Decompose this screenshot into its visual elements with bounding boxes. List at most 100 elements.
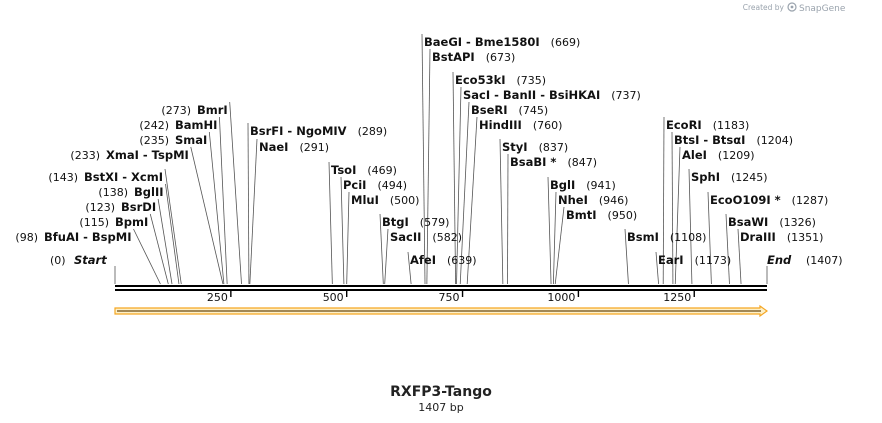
site-name-eco53ki[interactable]: Eco53kI [455,73,506,87]
snapgene-credit: Created by SnapGene [743,2,846,14]
connector-bstapi [426,48,431,285]
site-name-bgli[interactable]: BglI [550,178,575,192]
site-pos-tsoi: (469) [367,164,397,177]
site-name-tsoi[interactable]: TsoI [331,163,356,177]
site-name-bsawi[interactable]: BsaWI [728,215,768,229]
site-name-draiii[interactable]: DraIII [740,230,776,244]
site-name-afei[interactable]: AfeI [410,253,436,267]
connector-mlui [346,191,350,285]
site-name-bmti[interactable]: BmtI [566,208,597,222]
site-name-btsi-bts-i[interactable]: BtsI - BtsαI [674,133,745,147]
site-pos-bsmi: (1108) [670,231,707,244]
connector-ecori [662,116,665,285]
site-name-naei[interactable]: NaeI [259,140,288,154]
site-pos-bpmi: (115) [79,216,109,229]
site-name-btgi[interactable]: BtgI [382,215,409,229]
connector-smai [208,131,225,285]
site-pos-bglii: (138) [98,186,128,199]
connector-bmri [229,101,242,285]
backbone [115,285,767,291]
site-pos-bseri: (745) [519,104,549,117]
site-pos-bsawi: (1326) [779,216,816,229]
site-pos-bsrdi: (123) [85,201,115,214]
connector-draiii [737,228,742,285]
sequence-length: 1407 bp [418,401,463,414]
ruler-ticks: 250 500 750 1000 1250 [207,291,695,304]
site-name-mlui[interactable]: MluI [351,193,379,207]
site-pos-btsi-bts-i: (1204) [756,134,793,147]
connector-bmti [554,206,565,285]
site-name-smai[interactable]: SmaI [175,133,207,147]
site-name-alei[interactable]: AleI [682,148,707,162]
connector-styi [499,138,504,285]
site-pos-afei: (639) [447,254,477,267]
site-name-sphi[interactable]: SphI [691,170,720,184]
connector-bsawi [725,213,730,285]
site-name-bsabi[interactable]: BsaBI * [510,155,556,169]
connector-bsmi [624,228,629,285]
site-pos-ecori: (1183) [713,119,750,132]
connector-xmai-tspmi [190,146,224,285]
feature-arrow [114,304,769,318]
connector-alei [674,146,681,285]
connector-ecoo109i [707,191,712,285]
connector-bsabi [507,153,509,285]
site-name-bsrdi[interactable]: BsrDI [121,200,156,214]
site-name-bstxi-xcmi[interactable]: BstXI - XcmI [84,170,163,184]
site-name-bmri[interactable]: BmrI [197,103,228,117]
connector-tsoi [328,161,333,285]
site-name-ecori[interactable]: EcoRI [666,118,702,132]
connector-bglii [165,183,180,285]
site-pos-xmai-tspmi: (233) [70,149,100,162]
site-name-bamhi[interactable]: BamHI [175,118,217,132]
site-name-bseri[interactable]: BseRI [471,103,508,117]
site-pos-alei: (1209) [718,149,755,162]
end-name-start: Start [74,253,107,267]
site-name-eari[interactable]: EarI [658,253,684,267]
site-name-nhei[interactable]: NheI [558,193,588,207]
site-name-bsmi[interactable]: BsmI [627,230,659,244]
site-pos-smai: (235) [139,134,169,147]
connector-bfuai-bspmi [133,228,161,285]
site-pos-eco53ki: (735) [517,74,547,87]
site-name-saci-banii-bsihkai[interactable]: SacI - BanII - BsiHKAI [463,88,600,102]
site-pos-bgli: (941) [586,179,616,192]
site-name-styi[interactable]: StyI [502,140,528,154]
connector-baegi-bme1580i [421,33,426,285]
connector-eco53ki [452,71,456,285]
site-pos-bmti: (950) [608,209,638,222]
site-pos-btgi: (579) [420,216,450,229]
site-pos-eari: (1173) [695,254,732,267]
site-name-ecoo109i[interactable]: EcoO109I * [710,193,781,207]
site-connectors [114,33,768,285]
connector-btgi [379,213,384,285]
credit-label: Created by [743,3,785,12]
connector-bseri [459,101,470,285]
site-name-bsrfi-ngomiv[interactable]: BsrFI - NgoMIV [250,124,347,138]
connector-sacii [384,228,389,285]
site-pos-bsabi: (847) [567,156,597,169]
end-pos-end: (1407) [806,254,843,267]
snapgene-brand: SnapGene [799,4,846,14]
site-name-baegi-bme1580i[interactable]: BaeGI - Bme1580I [424,35,540,49]
site-pos-bmri: (273) [161,104,191,117]
site-name-bfuai-bspmi[interactable]: BfuAI - BspMI [44,230,131,244]
connector-afei [407,251,412,285]
site-pos-bamhi: (242) [139,119,169,132]
site-pos-ecoo109i: (1287) [792,194,829,207]
site-name-bpmi[interactable]: BpmI [115,215,148,229]
site-name-xmai-tspmi[interactable]: XmaI - TspMI [106,148,189,162]
site-pos-bsrfi-ngomiv: (289) [358,125,388,138]
site-name-bglii[interactable]: BglII [134,185,164,199]
site-name-hindiii[interactable]: HindIII [479,118,522,132]
site-pos-bfuai-bspmi: (98) [15,231,38,244]
connector-bamhi [219,116,228,285]
site-pos-styi: (837) [539,141,569,154]
site-name-bstapi[interactable]: BstAPI [432,50,475,64]
site-name-sacii[interactable]: SacII [390,230,421,244]
tick-label-1000: 1000 [547,291,575,304]
site-pos-pcii: (494) [377,179,407,192]
site-name-pcii[interactable]: PciI [343,178,366,192]
connector-eari [655,251,659,285]
tick-label-250: 250 [207,291,228,304]
